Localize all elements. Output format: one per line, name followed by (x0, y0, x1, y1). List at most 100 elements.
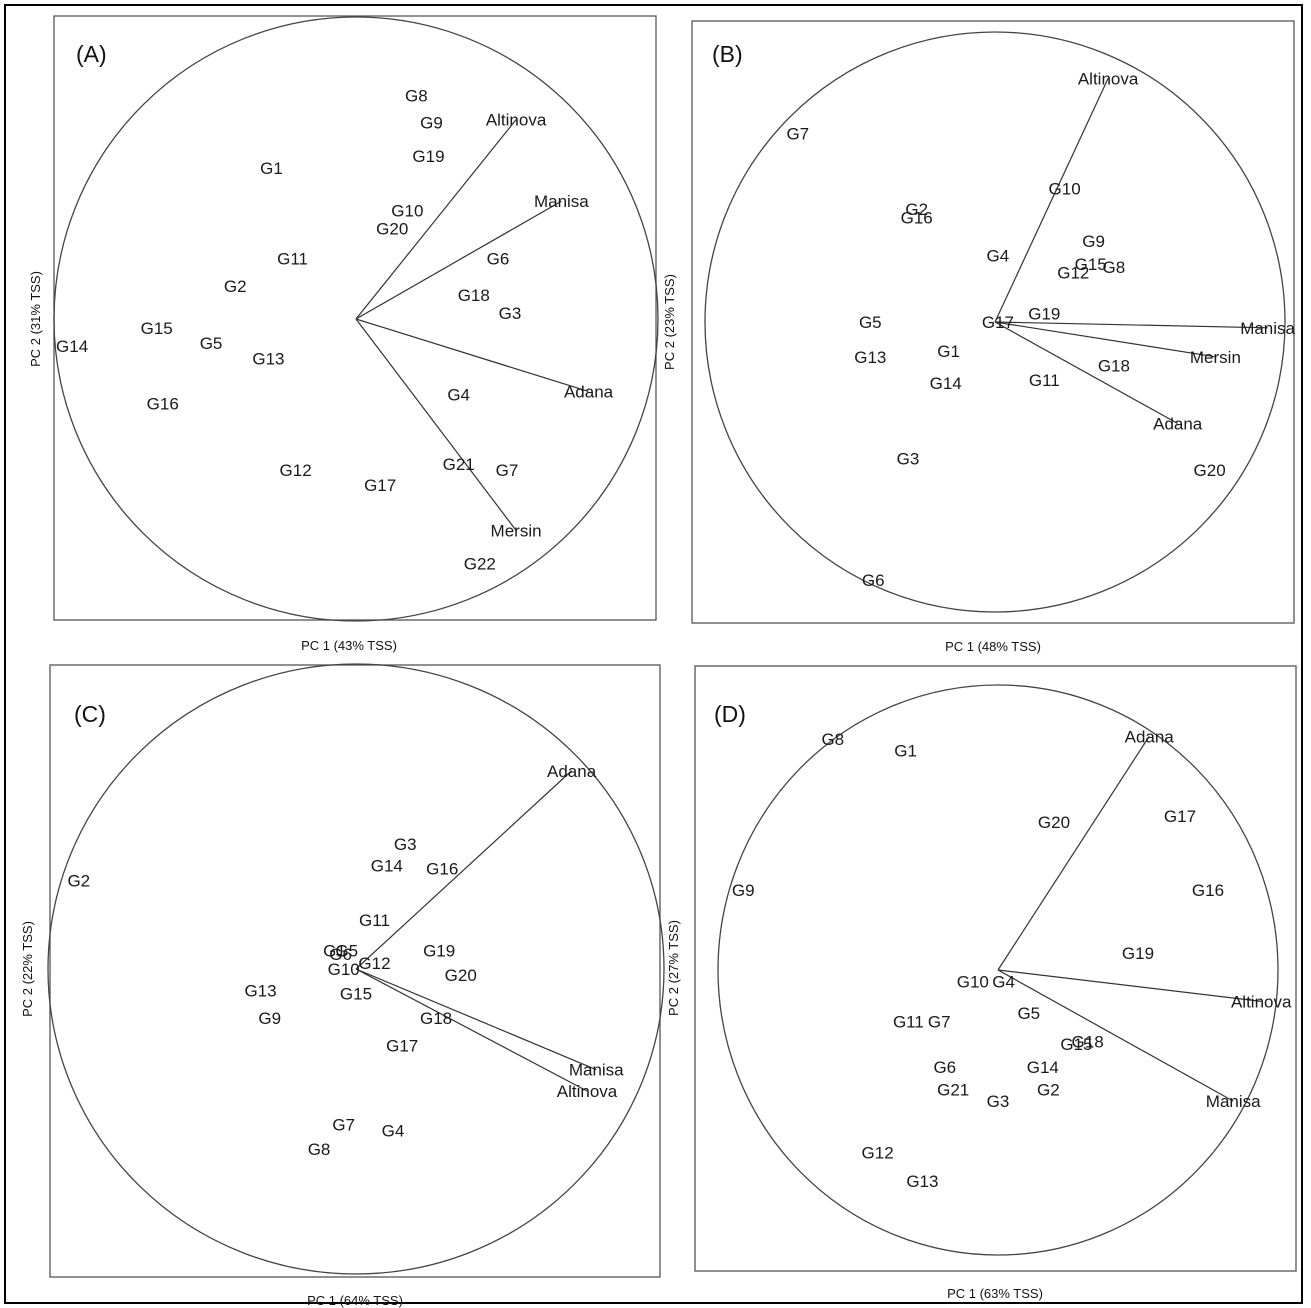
genotype-label: G2 (67, 872, 90, 891)
environment-vector (355, 119, 517, 320)
panel-label: (A) (76, 41, 107, 67)
environment-label: Adana (1125, 727, 1175, 746)
genotype-label: G8 (405, 87, 428, 106)
genotype-label: G5 (200, 334, 223, 353)
genotype-label: G10 (391, 201, 423, 220)
environment-label: Altinova (486, 111, 547, 130)
environment-label: Manisa (1206, 1092, 1261, 1111)
genotype-label: G8 (821, 730, 844, 749)
genotype-label: G21 (937, 1081, 969, 1100)
genotype-label: G13 (906, 1172, 938, 1191)
environment-label: Mersin (491, 521, 542, 540)
environment-label: Altinova (1078, 69, 1139, 88)
environment-label: Manisa (1240, 319, 1295, 338)
genotype-label: G10 (957, 972, 989, 991)
genotype-label: G14 (371, 856, 403, 875)
genotype-label: G9 (420, 114, 443, 133)
unit-circle (704, 31, 1286, 613)
panel-b: (B) PC 1 (48% TSS) PC 2 (23% TSS) Altinova M… (662, 20, 1296, 654)
panel-label: (B) (712, 41, 743, 67)
genotype-label: G2 (1037, 1081, 1060, 1100)
unit-circle (47, 663, 665, 1275)
panel-a: (A) PC 1 (43% TSS) PC 2 (31% TSS) Altinova M… (28, 15, 659, 653)
genotype-label: G7 (786, 125, 809, 144)
environment-vector (997, 969, 1262, 1002)
y-axis-label: PC 2 (23% TSS) (662, 274, 677, 370)
genotype-label: G2 (905, 200, 928, 219)
genotype-label: G18 (1072, 1032, 1104, 1051)
genotype-label: G18 (1098, 357, 1130, 376)
genotype-label: G20 (376, 219, 408, 238)
genotype-label: G11 (277, 250, 308, 269)
panel-c-frame (49, 664, 661, 1278)
genotype-label: G2 (224, 277, 247, 296)
x-axis-label: PC 1 (63% TSS) (947, 1286, 1043, 1301)
genotype-label: G20 (1194, 461, 1226, 480)
panel-label: (D) (714, 701, 746, 727)
genotype-label: G19 (1122, 944, 1154, 963)
genotype-label: G15 (1060, 1035, 1092, 1054)
genotype-label: G20 (1038, 813, 1070, 832)
environment-vector (994, 321, 1268, 329)
genotype-label: G10 (328, 960, 360, 979)
x-axis-label: PC 1 (64% TSS) (307, 1293, 403, 1308)
environment-vector (355, 318, 589, 393)
genotype-label: G17 (982, 313, 1014, 332)
genotype-label: G3 (987, 1092, 1010, 1111)
figure-border (4, 4, 1303, 1304)
genotype-label: G5 (1017, 1004, 1040, 1023)
environment-vector (355, 968, 597, 1071)
panel-b-frame (691, 20, 1295, 624)
genotype-label: G6 (862, 571, 885, 590)
genotype-label: G13 (244, 981, 276, 1000)
genotype-label: G17 (364, 476, 396, 495)
environment-label: Mersin (1190, 348, 1241, 367)
environment-vector (355, 968, 588, 1092)
environment-label: Adana (564, 382, 614, 401)
genotype-label: G17 (1164, 807, 1196, 826)
genotype-label: G8 (1103, 258, 1126, 277)
genotype-label: G16 (426, 859, 458, 878)
genotype-label: G4 (987, 246, 1010, 265)
genotype-label: G4 (992, 972, 1015, 991)
genotype-label: G12 (280, 461, 312, 480)
genotype-label: G15 (340, 984, 372, 1003)
genotype-label: G11 (893, 1012, 924, 1031)
genotype-label: G6 (933, 1058, 956, 1077)
environment-vector (355, 200, 562, 320)
genotype-label: G11 (359, 911, 390, 930)
genotype-label: G5 (335, 942, 358, 961)
genotype-label: G1 (260, 159, 283, 178)
genotype-label: G19 (423, 942, 455, 961)
genotype-label: G9 (732, 881, 755, 900)
environment-vector (994, 78, 1109, 323)
unit-circle (717, 684, 1279, 1256)
genotype-label: G1 (323, 942, 346, 961)
y-axis-label: PC 2 (31% TSS) (28, 271, 43, 367)
genotype-label: G3 (897, 449, 920, 468)
y-axis-label: PC 2 (27% TSS) (666, 920, 681, 1016)
genotype-label: G14 (1027, 1058, 1059, 1077)
genotype-label: G6 (487, 250, 510, 269)
panel-c: (C) PC 1 (64% TSS) PC 2 (22% TSS) Adana Mani… (20, 663, 665, 1308)
genotype-label: G4 (382, 1122, 405, 1141)
genotype-label: G1 (937, 342, 960, 361)
genotype-label: G16 (147, 395, 179, 414)
y-axis-label: PC 2 (22% TSS) (20, 921, 35, 1017)
genotype-label: G15 (1075, 255, 1107, 274)
genotype-label: G10 (1049, 180, 1081, 199)
genotype-label: G9 (258, 1009, 281, 1028)
genotype-label: G17 (386, 1036, 418, 1055)
x-axis-label: PC 1 (48% TSS) (945, 639, 1041, 654)
environment-vector (997, 735, 1150, 971)
genotype-label: G7 (928, 1012, 951, 1031)
genotype-label: G6 (329, 945, 352, 964)
genotype-label: G16 (1192, 881, 1224, 900)
genotype-label: G12 (862, 1143, 894, 1162)
genotype-label: G13 (854, 348, 886, 367)
environment-label: Adana (547, 762, 597, 781)
panel-label: (C) (74, 701, 106, 727)
panel-d: (D) PC 1 (63% TSS) PC 2 (27% TSS) Adana Alti… (666, 665, 1297, 1301)
genotype-label: G4 (447, 386, 470, 405)
